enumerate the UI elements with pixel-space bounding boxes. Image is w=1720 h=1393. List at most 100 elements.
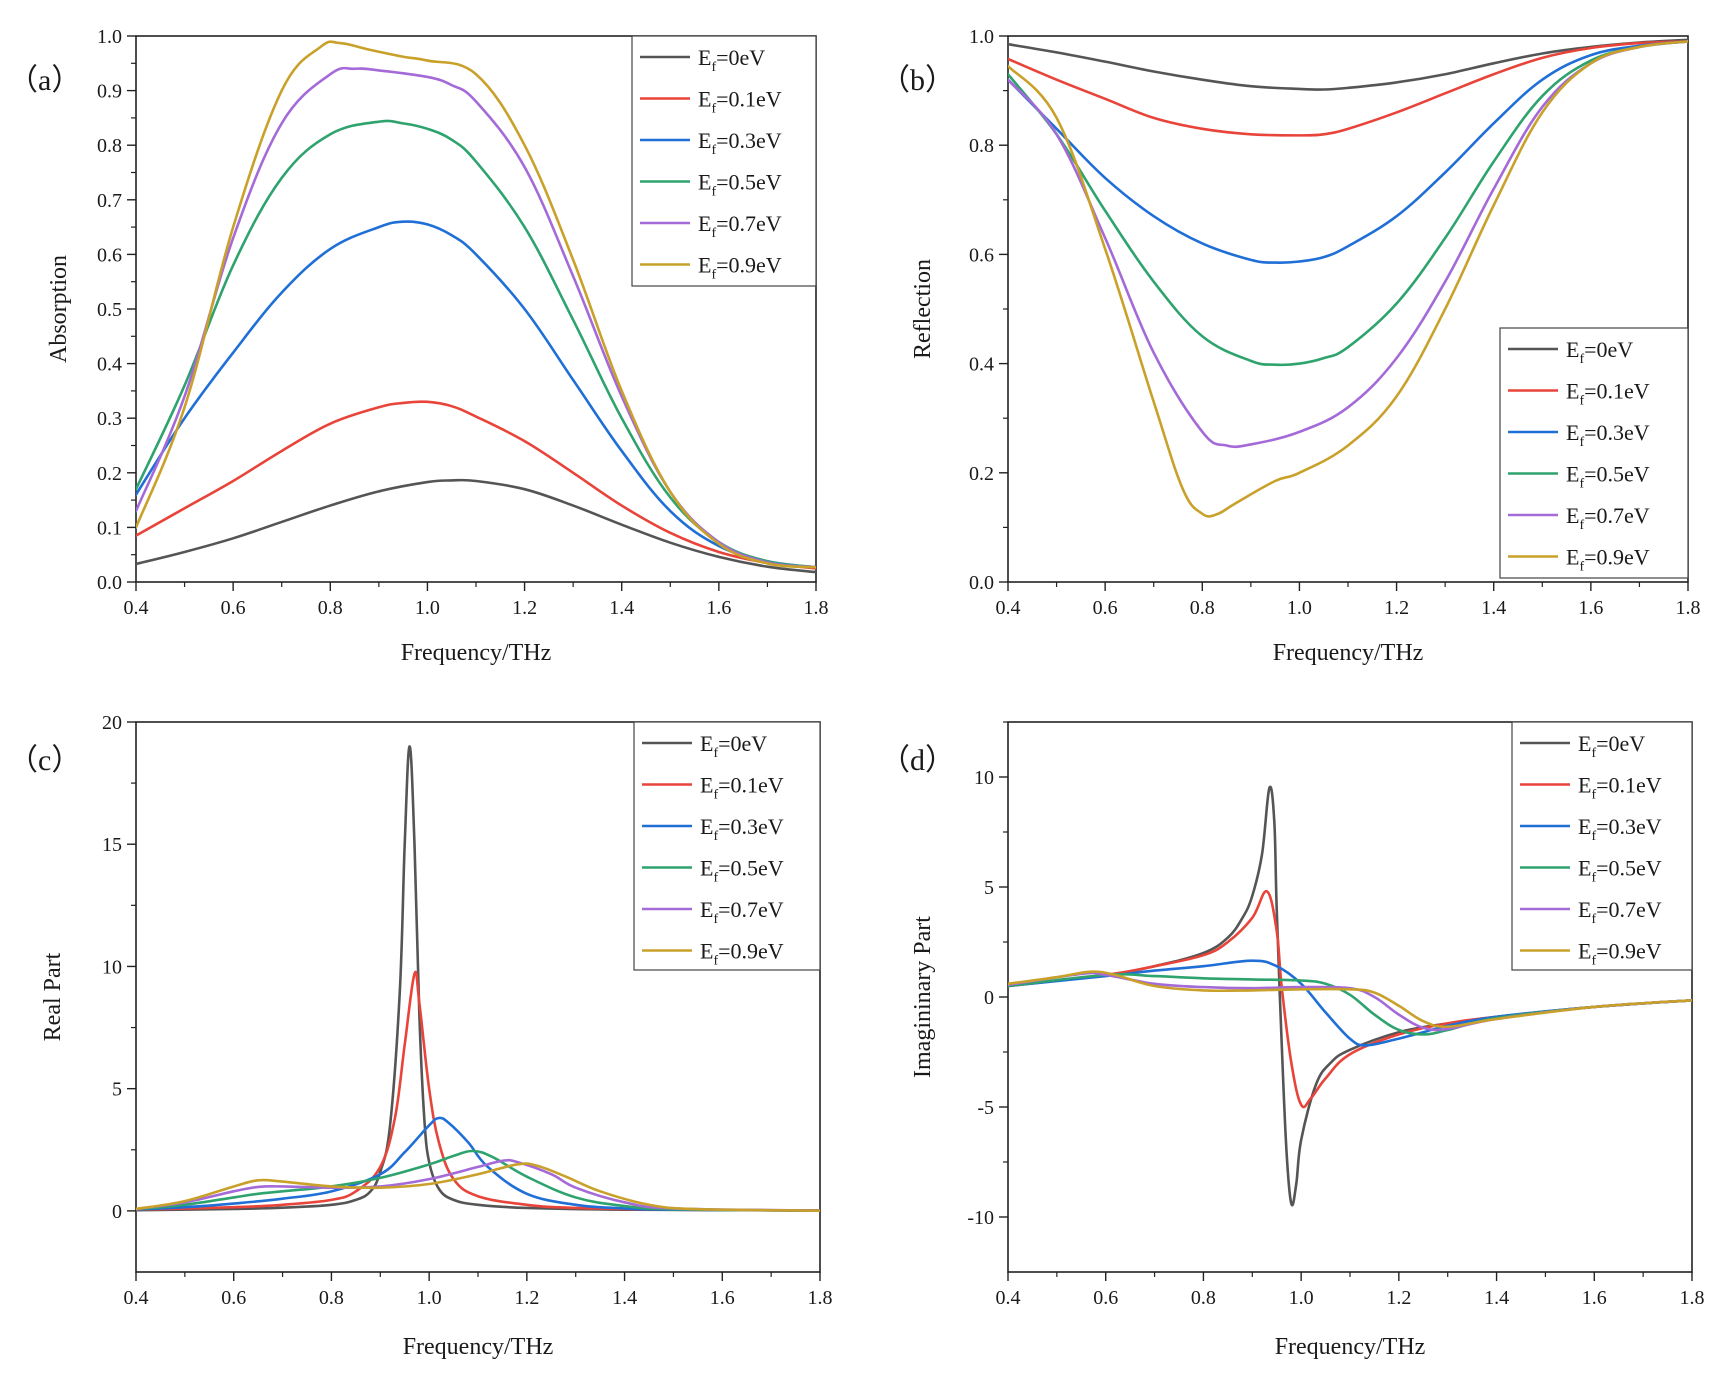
- y-tick-label: 0.2: [969, 463, 994, 485]
- legend: Ef=0eV Ef=0.1eV Ef=0.3eV Ef=0.5eV Ef=0.7eV Ef…: [1499, 327, 1689, 579]
- legend-label: Ef=0.7eV: [1578, 897, 1662, 927]
- panel-label: （b）: [880, 64, 955, 97]
- y-tick-label: 0.9: [97, 81, 122, 103]
- x-tick-label: 1.4: [612, 1287, 637, 1309]
- legend-label: Ef=0eV: [700, 731, 767, 761]
- y-tick-label: 0: [984, 987, 994, 1009]
- series-line: [136, 970, 820, 1212]
- x-tick-label: 0.8: [1190, 597, 1215, 619]
- x-tick-label: 0.4: [124, 1287, 149, 1309]
- y-axis-title: Imagininary Part: [910, 916, 936, 1078]
- legend-label: Ef=0.3eV: [700, 814, 784, 844]
- panel-label: （d）: [880, 744, 955, 777]
- legend: Ef=0eV Ef=0.1eV Ef=0.3eV Ef=0.5eV Ef=0.7eV Ef…: [1511, 721, 1693, 971]
- y-tick-label: 0: [112, 1201, 122, 1223]
- x-tick-label: 0.4: [124, 597, 149, 619]
- x-tick-label: 1.6: [706, 597, 731, 619]
- x-tick-label: 1.2: [1386, 1287, 1411, 1309]
- x-tick-label: 1.6: [1582, 1287, 1607, 1309]
- x-tick-label: 1.8: [1680, 1287, 1705, 1309]
- series-line: [1008, 40, 1688, 137]
- series-line: [136, 400, 816, 570]
- y-tick-label: 0.8: [969, 135, 994, 157]
- x-tick-label: 1.8: [808, 1287, 833, 1309]
- series-line: [1008, 785, 1692, 1207]
- y-tick-label: 0.0: [97, 572, 122, 594]
- series-line: [1008, 40, 1688, 367]
- legend-label: Ef=0.9eV: [698, 253, 782, 283]
- y-tick-label: 5: [984, 877, 994, 899]
- y-tick-label: 0.7: [97, 190, 122, 212]
- panel-label: （c）: [8, 744, 81, 777]
- series-line: [1008, 40, 1688, 264]
- legend: Ef=0eV Ef=0.1eV Ef=0.3eV Ef=0.5eV Ef=0.7eV Ef…: [631, 35, 817, 287]
- series-line: [136, 40, 816, 569]
- x-tick-label: 1.0: [1289, 1287, 1314, 1309]
- y-tick-label: -5: [977, 1097, 994, 1119]
- x-tick-label: 1.2: [1384, 597, 1409, 619]
- y-tick-label: 5: [112, 1079, 122, 1101]
- x-tick-label: 1.0: [415, 597, 440, 619]
- y-tick-label: 0.6: [969, 244, 994, 266]
- x-tick-label: 1.4: [1484, 1287, 1509, 1309]
- series-line: [1008, 971, 1692, 1032]
- panel-label: （a）: [8, 64, 81, 97]
- series-line: [136, 745, 820, 1212]
- series-line: [136, 220, 816, 569]
- x-tick-label: 1.8: [804, 597, 829, 619]
- legend-label: Ef=0eV: [698, 45, 765, 75]
- y-axis-title: Real Part: [40, 952, 66, 1041]
- x-tick-label: 0.8: [318, 597, 343, 619]
- series-line: [1008, 40, 1688, 449]
- legend-label: Ef=0.3eV: [1578, 814, 1662, 844]
- y-tick-label: 0.3: [97, 408, 122, 430]
- y-tick-label: 15: [102, 834, 122, 856]
- x-tick-label: 1.6: [710, 1287, 735, 1309]
- x-tick-label: 0.6: [221, 597, 246, 619]
- series-line: [136, 1149, 820, 1212]
- x-axis-title: Frequency/THz: [401, 640, 552, 666]
- x-tick-label: 0.6: [1093, 597, 1118, 619]
- legend-label: Ef=0.5eV: [1578, 856, 1662, 886]
- legend: Ef=0eV Ef=0.1eV Ef=0.3eV Ef=0.5eV Ef=0.7eV Ef…: [633, 721, 821, 971]
- y-axis-title: Reflection: [910, 259, 936, 359]
- series-line: [1008, 890, 1692, 1109]
- legend-label: Ef=0.5eV: [1566, 462, 1650, 492]
- legend-label: Ef=0.7eV: [698, 211, 782, 241]
- y-tick-label: 20: [102, 712, 122, 734]
- x-tick-label: 0.4: [996, 1287, 1021, 1309]
- y-tick-label: 0.2: [97, 463, 122, 485]
- x-axis-title: Frequency/THz: [1275, 1334, 1426, 1360]
- y-tick-label: -10: [967, 1207, 994, 1229]
- y-tick-label: 0.8: [97, 135, 122, 157]
- x-tick-label: 1.8: [1676, 597, 1701, 619]
- y-tick-label: 0.6: [97, 244, 122, 266]
- series-line: [136, 1158, 820, 1212]
- legend-label: Ef=0.9eV: [700, 939, 784, 969]
- y-tick-label: 0.4: [97, 354, 122, 376]
- x-tick-label: 1.2: [512, 597, 537, 619]
- legend-label: Ef=0.1eV: [1578, 773, 1662, 803]
- x-tick-label: 1.2: [514, 1287, 539, 1309]
- series-group: [136, 40, 816, 574]
- x-tick-label: 1.0: [417, 1287, 442, 1309]
- x-tick-label: 0.6: [221, 1287, 246, 1309]
- x-axis-title: Frequency/THz: [403, 1334, 554, 1360]
- series-line: [136, 1162, 820, 1212]
- series-line: [1008, 38, 1688, 91]
- y-tick-label: 0.1: [97, 517, 122, 539]
- legend-label: Ef=0.3eV: [1566, 420, 1650, 450]
- legend-box: [1499, 327, 1689, 579]
- series-line: [1008, 40, 1688, 518]
- y-tick-label: 10: [974, 767, 994, 789]
- panel-b: 0.4 0.6 0.8 1.0 1.2 1.4 1.6 1.8 0.0 0.2 0.4 0.6 0.8 1…: [880, 26, 1701, 666]
- series-group: [136, 745, 820, 1212]
- legend-label: Ef=0.1eV: [698, 87, 782, 117]
- legend-label: Ef=0.9eV: [1566, 545, 1650, 575]
- series-line: [1008, 970, 1692, 1029]
- series-group: [1008, 785, 1692, 1207]
- x-tick-label: 1.6: [1578, 597, 1603, 619]
- series-line: [136, 119, 816, 569]
- x-axis-title: Frequency/THz: [1273, 640, 1424, 666]
